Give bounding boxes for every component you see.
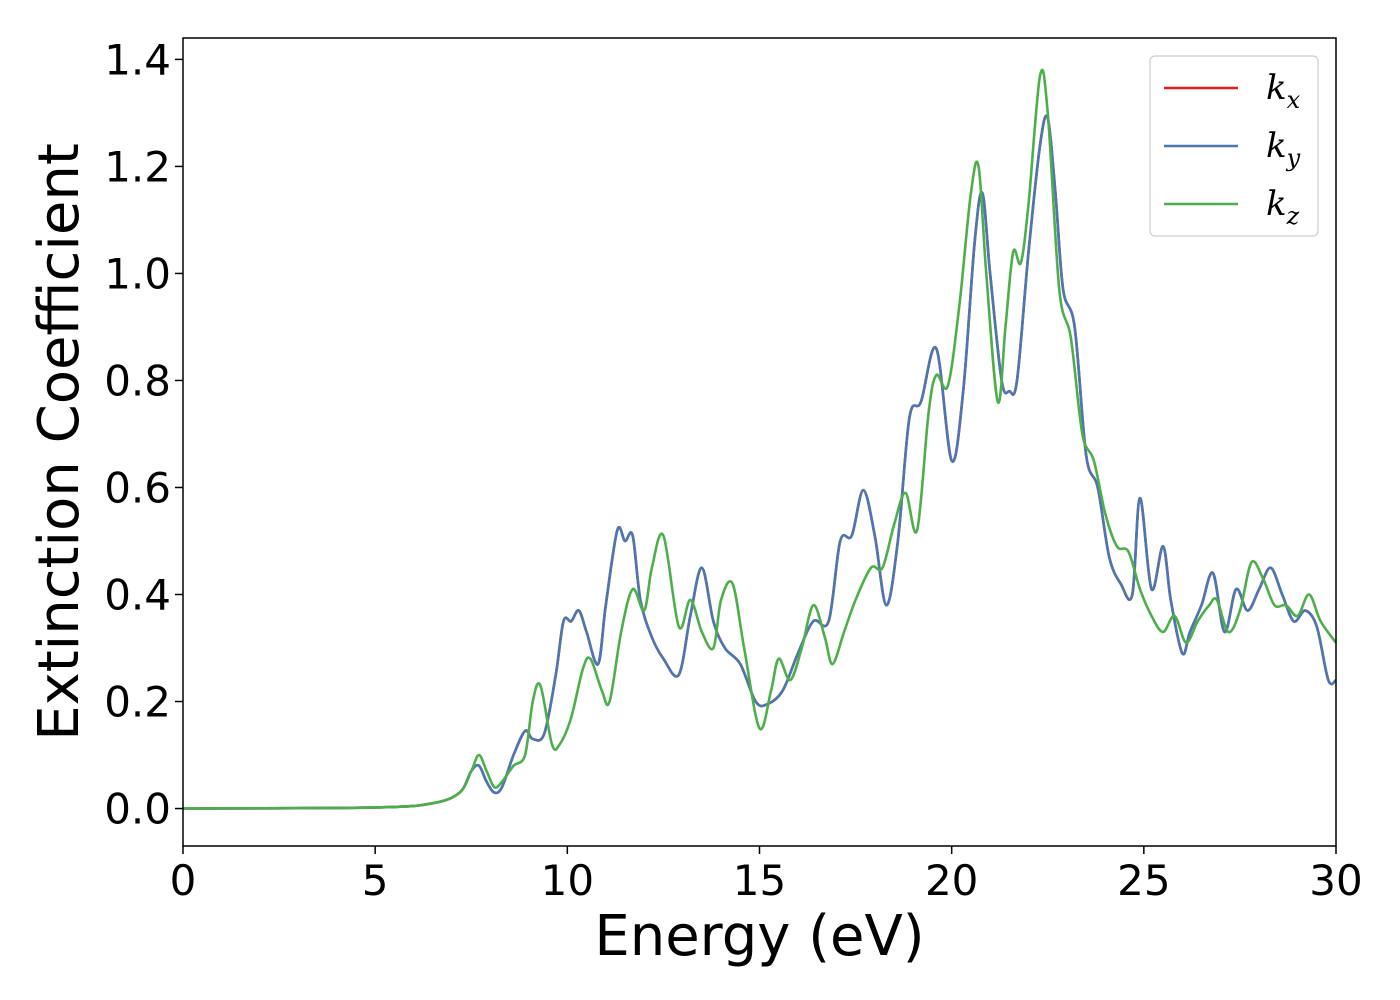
y-axis-label: Extinction Coefficient [27, 143, 92, 741]
x-tick-label: 25 [1117, 856, 1170, 905]
x-tick-label: 30 [1309, 856, 1362, 905]
series-line-kz [183, 68, 1336, 810]
legend-label-ky: ky [1266, 126, 1301, 172]
legend: kx ky kz [1149, 55, 1319, 237]
x-tick-label: 0 [170, 856, 197, 905]
y-tick-label: 1.4 [104, 35, 171, 84]
y-tick-label: 1.2 [104, 142, 171, 191]
legend-label-kx: kx [1266, 68, 1301, 114]
x-tick-label: 10 [541, 856, 594, 905]
y-tick-label: 1.0 [104, 249, 171, 298]
y-tick-label: 0.0 [104, 785, 171, 834]
x-tick-label: 15 [733, 856, 786, 905]
series-line-ky [183, 114, 1336, 810]
y-tick-label: 0.6 [104, 463, 171, 512]
y-tick-label: 0.4 [104, 571, 171, 620]
legend-label-kz: kz [1266, 184, 1300, 230]
series-layer [183, 68, 1336, 810]
tick-layer: 0 5 10 15 20 25 30 0.0 0.2 0.4 0.6 0.8 1.0 1.2 1.4 [104, 35, 1363, 905]
y-tick-label: 0.2 [104, 678, 171, 727]
x-tick-label: 5 [362, 856, 389, 905]
x-tick-label: 20 [925, 856, 978, 905]
y-tick-label: 0.8 [104, 356, 171, 405]
x-axis-label: Energy (eV) [594, 904, 924, 969]
